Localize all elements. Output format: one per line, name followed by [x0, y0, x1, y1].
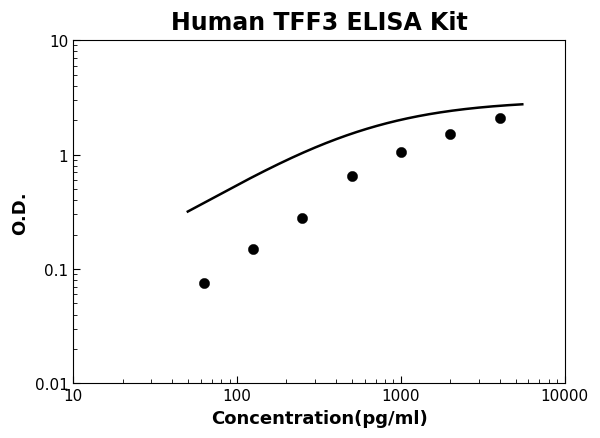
Point	[446, 132, 455, 139]
Point	[347, 173, 356, 180]
Title: Human TFF3 ELISA Kit: Human TFF3 ELISA Kit	[170, 11, 467, 35]
X-axis label: Concentration(pg/ml): Concentration(pg/ml)	[211, 409, 427, 427]
Point	[396, 149, 406, 156]
Point	[495, 115, 505, 122]
Point	[248, 246, 258, 253]
Y-axis label: O.D.: O.D.	[11, 191, 29, 234]
Point	[298, 215, 307, 222]
Point	[199, 280, 208, 287]
